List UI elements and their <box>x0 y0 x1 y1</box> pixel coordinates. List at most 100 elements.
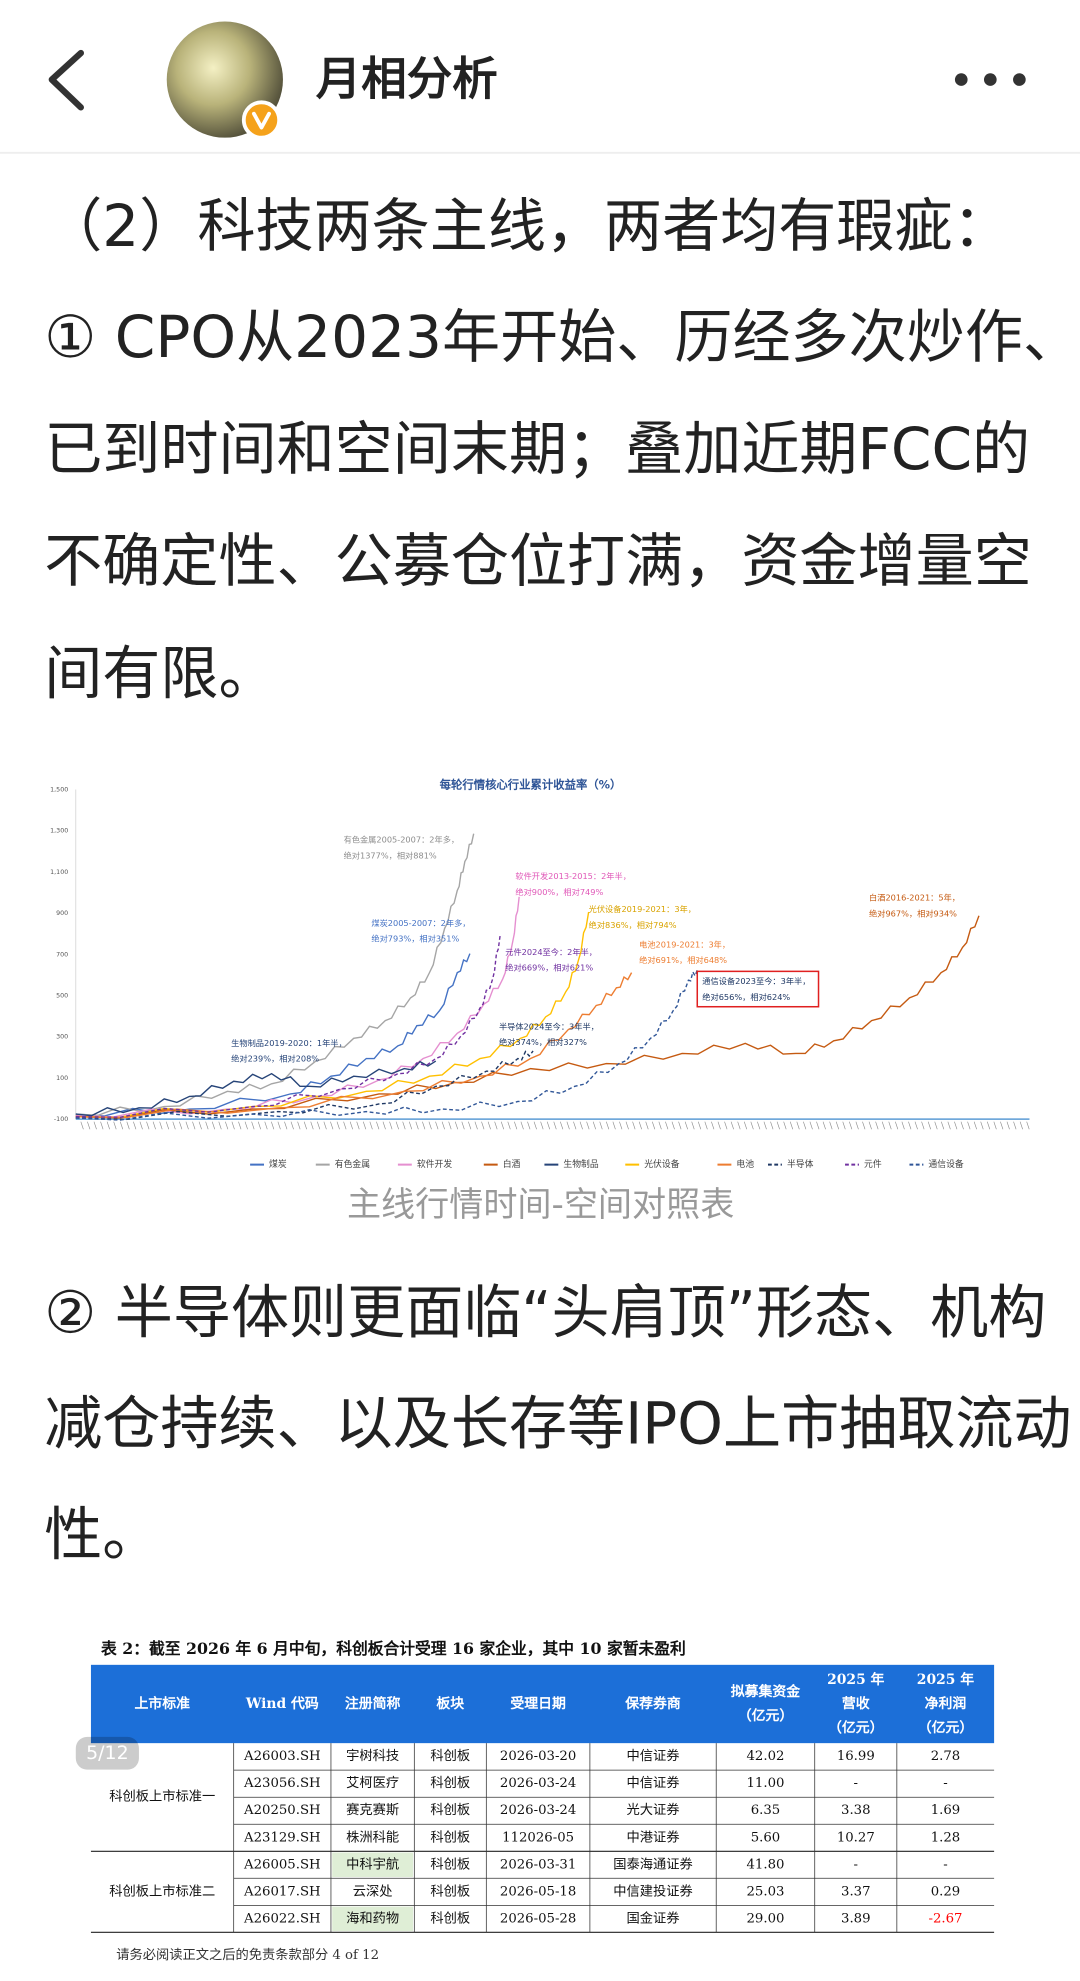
x-tick-sketch <box>179 1121 183 1130</box>
x-tick-sketch <box>849 1121 853 1130</box>
chart-annotation: 光伏设备2019-2021：3年， <box>589 904 696 914</box>
chart-annotation: 电池2019-2021：3年， <box>639 939 730 949</box>
x-tick-sketch <box>638 1121 642 1130</box>
x-tick-sketch <box>369 1121 373 1130</box>
x-tick-sketch <box>448 1121 452 1130</box>
x-tick-sketch <box>704 1121 708 1130</box>
paragraph-line: （2）科技两条主线，两者均有瑕疵： <box>44 192 1010 260</box>
figure-caption: 主线行情时间-空间对照表 <box>347 1185 734 1225</box>
legend-label: 煤炭 <box>269 1158 287 1170</box>
table-header-cell: 上市标准 <box>135 1695 191 1712</box>
x-tick-sketch <box>546 1121 551 1130</box>
x-tick-sketch <box>481 1121 485 1130</box>
x-tick-sketch <box>816 1121 820 1130</box>
legend-label: 生物制品 <box>563 1158 598 1170</box>
x-tick-sketch <box>724 1121 728 1130</box>
x-tick-sketch <box>954 1121 958 1130</box>
x-tick-sketch <box>514 1121 518 1130</box>
chart-annotation: 绝对1377%，相对881% <box>344 850 437 860</box>
x-tick-sketch <box>382 1121 386 1130</box>
paragraph-line: ② 半导体则更面临“头肩顶”形态、机构 <box>44 1278 1046 1346</box>
x-tick-sketch <box>165 1121 170 1130</box>
table-cell: A26003.SH <box>243 1749 321 1764</box>
legend-label: 通信设备 <box>928 1158 963 1170</box>
x-tick-sketch <box>277 1121 281 1130</box>
x-tick-sketch <box>960 1121 964 1130</box>
x-tick-sketch <box>290 1121 294 1130</box>
x-tick-sketch <box>809 1121 813 1130</box>
table-cell: 3.37 <box>841 1884 871 1899</box>
x-tick-sketch <box>842 1121 846 1130</box>
table-cell: 光大证券 <box>627 1802 680 1818</box>
x-tick-sketch <box>435 1121 439 1130</box>
x-tick-sketch <box>671 1121 675 1130</box>
table-cell: 10.27 <box>837 1830 875 1845</box>
table-cell: 科创板 <box>430 1883 470 1899</box>
x-tick-sketch <box>927 1121 931 1130</box>
x-tick-sketch <box>126 1121 130 1130</box>
chart-frame <box>44 764 1043 1175</box>
chart-annotation: 绝对900%，相对749% <box>515 887 603 897</box>
x-tick-sketch <box>730 1121 734 1130</box>
legend-label: 软件开发 <box>417 1158 452 1170</box>
group-label: 科创板上市标准一 <box>109 1788 215 1805</box>
x-tick-sketch <box>520 1121 524 1130</box>
dot <box>1013 73 1026 86</box>
chart-annotation: 煤炭2005-2007：2年多， <box>371 918 470 928</box>
table-header-cell: Wind 代码 <box>245 1695 319 1712</box>
x-tick-sketch <box>218 1121 222 1130</box>
x-tick-sketch <box>619 1121 623 1130</box>
x-tick-sketch <box>205 1121 209 1130</box>
x-tick-sketch <box>560 1121 564 1130</box>
legend-label: 半导体 <box>787 1158 814 1170</box>
x-tick-sketch <box>192 1121 196 1130</box>
y-tick-label: 300 <box>56 1034 68 1041</box>
table-cell: 中信证券 <box>627 1748 680 1764</box>
table-cell: 2.78 <box>931 1749 961 1764</box>
x-tick-sketch <box>579 1121 583 1130</box>
table-cell: - <box>854 1857 858 1872</box>
table-cell: 2026-05-28 <box>500 1911 576 1926</box>
x-tick-sketch <box>796 1121 800 1130</box>
chart-annotation: 软件开发2013-2015：2年半， <box>515 871 631 881</box>
table-cell: 国金证券 <box>627 1910 680 1926</box>
table-cell: 科创板 <box>430 1829 470 1845</box>
account-name[interactable]: 月相分析 <box>316 53 498 106</box>
x-tick-sketch <box>211 1121 216 1130</box>
chart-annotation: 绝对239%，相对208% <box>231 1054 319 1064</box>
x-tick-sketch <box>317 1121 321 1130</box>
x-tick-sketch <box>750 1121 754 1130</box>
x-tick-sketch <box>645 1121 649 1130</box>
x-tick-sketch <box>441 1121 445 1130</box>
group-label: 科创板上市标准二 <box>109 1882 215 1899</box>
table-cell: 42.02 <box>747 1749 785 1764</box>
x-tick-sketch <box>533 1121 537 1130</box>
x-tick-sketch <box>921 1121 925 1130</box>
x-tick-sketch <box>599 1121 603 1130</box>
table-cell: 云深处 <box>353 1883 393 1899</box>
series-line-sketch <box>75 969 698 1121</box>
series-line-sketch <box>75 833 475 1117</box>
x-tick-sketch <box>225 1121 229 1130</box>
table-cell: 2026-03-31 <box>500 1857 576 1872</box>
y-tick-label: 1,300 <box>50 828 68 835</box>
x-tick-sketch <box>415 1121 419 1130</box>
more-button[interactable] <box>954 73 1026 86</box>
x-tick-sketch <box>967 1121 971 1130</box>
x-tick-sketch <box>875 1121 879 1130</box>
x-tick-sketch <box>868 1121 872 1130</box>
table-cell: 科创板 <box>430 1748 470 1764</box>
x-tick-sketch <box>323 1121 327 1130</box>
table-header-cell: （亿元） <box>828 1719 884 1736</box>
table-cell: 科创板 <box>430 1910 470 1926</box>
table-cell: 中科宇航 <box>346 1856 399 1872</box>
table-cell: 宇树科技 <box>346 1748 399 1764</box>
back-button[interactable] <box>48 49 85 111</box>
x-tick-sketch <box>1013 1121 1017 1130</box>
annotation-highlight-box <box>696 970 820 1008</box>
x-tick-sketch <box>941 1121 945 1130</box>
x-tick-sketch <box>901 1121 905 1130</box>
series-line-sketch <box>75 934 501 1118</box>
table-header-cell: 拟募集资金 <box>731 1683 801 1700</box>
x-tick-sketch <box>146 1121 150 1130</box>
